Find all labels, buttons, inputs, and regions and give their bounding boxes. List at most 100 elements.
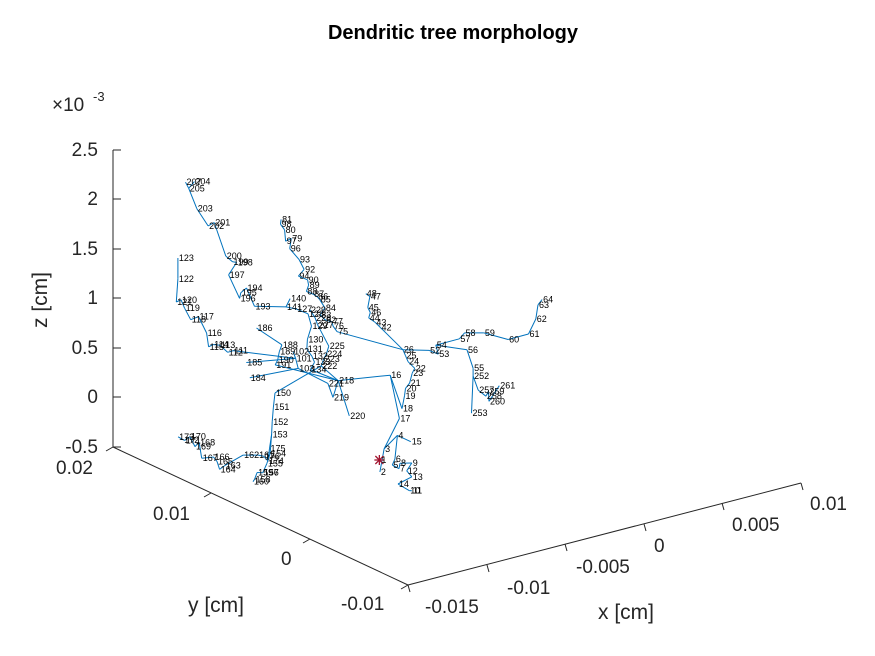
branch-segment	[402, 349, 430, 351]
y-axis-label: y [cm]	[188, 594, 244, 617]
branch-segment	[317, 324, 330, 347]
node-label: 46	[371, 308, 381, 318]
node-label: 89	[310, 280, 320, 290]
soma-marker: 1	[374, 455, 386, 466]
branch-segment	[289, 238, 292, 249]
branch-segment	[262, 463, 268, 473]
node-label: 185	[247, 358, 262, 368]
branch-segment	[405, 355, 409, 362]
node-label: 117	[200, 312, 214, 322]
node-label: 158	[256, 474, 271, 484]
node-label: 150	[276, 388, 291, 398]
node-label: 176	[265, 451, 280, 461]
branch-segment	[278, 344, 283, 352]
branch-segment	[176, 299, 182, 303]
node-label: 103	[299, 363, 314, 373]
x-tick-label: -0.005	[576, 557, 630, 578]
x-tick-label: 0.01	[810, 494, 847, 515]
x-axis-ticks: -0.015 -0.01 -0.005 0 0.005 0.01	[407, 482, 847, 618]
branch-segment	[277, 351, 280, 361]
branch-segment	[323, 353, 327, 360]
node-label: 19	[406, 391, 416, 401]
branch-segment	[332, 380, 339, 398]
node-label: 171	[186, 435, 201, 445]
branch-segment	[309, 361, 315, 370]
node-label: 174	[269, 456, 284, 466]
branch-segment	[207, 222, 215, 227]
branch-segment	[314, 317, 319, 325]
node-label: 55	[474, 363, 484, 373]
branch-segment	[398, 463, 401, 469]
node-label: 113	[221, 340, 235, 350]
branch-segment	[274, 359, 279, 366]
branch-segment	[213, 456, 218, 462]
branch-segment	[183, 439, 185, 441]
branch-segment	[325, 346, 330, 355]
branch-segment	[428, 349, 439, 355]
branch-segment	[252, 479, 255, 482]
node-label: 228	[316, 313, 331, 323]
node-label: 121	[177, 297, 192, 307]
node-label: 220	[350, 411, 365, 421]
node-label: 118	[192, 315, 206, 325]
node-label: 84	[326, 303, 336, 313]
node-label: 164	[221, 464, 236, 474]
node-label: 56	[468, 345, 478, 355]
node-label: 253	[473, 408, 488, 418]
y-axis-ticks: -0.01 0 0.01 0.02	[56, 446, 409, 615]
node-label: 157	[264, 468, 279, 478]
branch-segment	[272, 392, 276, 408]
node-label: 203	[198, 204, 213, 214]
node-label: 140	[291, 294, 306, 304]
branch-segment	[292, 351, 297, 359]
node-label: 6	[396, 454, 401, 464]
node-label: 83	[321, 310, 331, 320]
z-exponent-prefix: ×10	[52, 95, 84, 116]
node-label: 20	[407, 383, 417, 393]
branch-segment	[404, 388, 406, 396]
y-tick-mark	[400, 584, 409, 590]
node-label: 221	[329, 378, 344, 388]
branch-segment	[319, 307, 326, 316]
node-label: 128	[309, 309, 324, 319]
node-label: 170	[191, 432, 206, 442]
branch-segment	[180, 299, 186, 309]
branch-segment	[311, 356, 315, 363]
branch-segment	[472, 375, 479, 391]
node-label: 191	[276, 360, 291, 370]
branch-segment	[185, 181, 190, 189]
y-tick-label: 0	[281, 549, 292, 570]
branch-segment	[435, 344, 439, 355]
branch-segment	[249, 367, 299, 379]
node-label: 3	[385, 444, 390, 454]
branch-segment	[319, 299, 326, 309]
branch-segment	[306, 348, 313, 357]
node-label: 92	[305, 264, 315, 274]
branch-segment	[435, 338, 460, 346]
branch-segment	[256, 327, 283, 346]
node-label: 131	[308, 344, 323, 354]
branch-segment	[528, 318, 537, 335]
node-label: 197	[230, 270, 245, 280]
node-label: 63	[539, 300, 549, 310]
node-label: 26	[404, 345, 414, 355]
node-label: 102	[294, 346, 309, 356]
branch-segment	[406, 462, 413, 472]
node-label: 116	[208, 328, 222, 338]
node-label: 201	[215, 218, 230, 228]
node-label: 193	[256, 301, 271, 311]
branch-segment	[263, 455, 269, 462]
node-label: 134	[311, 365, 326, 375]
branch-segment	[224, 454, 244, 467]
branch-segment	[367, 296, 371, 308]
x-tick-mark	[721, 502, 725, 511]
node-label: 141	[287, 302, 302, 312]
node-label: 195	[242, 288, 257, 298]
node-label: 23	[413, 368, 423, 378]
branch-segment	[367, 307, 371, 313]
node-label: 258	[487, 391, 502, 401]
node-label: 4	[398, 430, 403, 440]
node-label: 156	[264, 468, 279, 478]
node-label: 207	[187, 177, 202, 187]
node-label: 155	[268, 458, 283, 468]
